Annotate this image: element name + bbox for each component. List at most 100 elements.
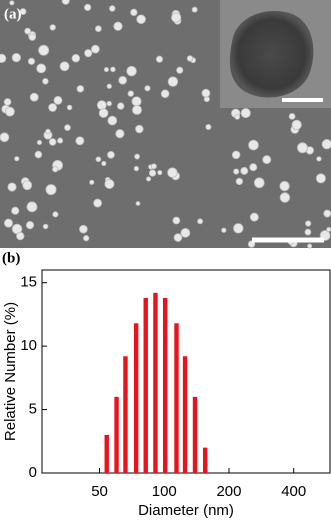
panel-label: (b) bbox=[2, 250, 20, 266]
particle bbox=[262, 155, 272, 165]
particle bbox=[91, 44, 100, 54]
particle bbox=[84, 3, 92, 12]
bar bbox=[162, 297, 168, 473]
particle bbox=[49, 24, 56, 31]
particle bbox=[155, 55, 164, 63]
particle bbox=[96, 100, 107, 111]
particle bbox=[104, 178, 115, 189]
particle bbox=[93, 198, 103, 208]
bar bbox=[182, 356, 188, 473]
x-tick-label: 50 bbox=[91, 483, 108, 500]
particle bbox=[94, 25, 102, 33]
particle bbox=[19, 8, 27, 16]
particle bbox=[106, 83, 112, 89]
particle bbox=[42, 78, 49, 85]
particle bbox=[45, 128, 51, 135]
particle bbox=[234, 113, 241, 120]
particle bbox=[279, 180, 290, 192]
particle bbox=[29, 92, 39, 102]
particle bbox=[321, 139, 331, 150]
particle bbox=[3, 218, 13, 228]
particle bbox=[326, 226, 331, 232]
particle bbox=[7, 182, 17, 192]
particle bbox=[221, 227, 227, 233]
particle bbox=[27, 57, 36, 65]
particle bbox=[133, 165, 140, 172]
particle bbox=[160, 89, 170, 99]
particle bbox=[48, 103, 58, 112]
particle bbox=[115, 129, 125, 139]
particle bbox=[25, 220, 35, 230]
sem-image: (a) bbox=[0, 0, 331, 249]
particle bbox=[38, 44, 50, 56]
particle bbox=[11, 53, 21, 63]
particle bbox=[36, 139, 43, 146]
particle bbox=[249, 212, 259, 222]
particle bbox=[42, 223, 49, 230]
bar bbox=[174, 323, 179, 473]
particle bbox=[5, 106, 15, 117]
x-tick-label: 200 bbox=[216, 483, 241, 500]
particle bbox=[315, 173, 326, 184]
particle bbox=[34, 150, 43, 159]
particle bbox=[144, 85, 151, 92]
bar bbox=[192, 396, 198, 473]
particle bbox=[131, 96, 142, 107]
particle bbox=[95, 156, 102, 163]
x-tick-label: 100 bbox=[152, 483, 177, 500]
particle bbox=[110, 66, 116, 73]
particle bbox=[173, 233, 183, 242]
bar bbox=[143, 297, 148, 473]
particle bbox=[249, 163, 258, 172]
particle bbox=[240, 166, 249, 175]
particle bbox=[205, 123, 212, 131]
particle bbox=[135, 124, 144, 134]
particle bbox=[132, 104, 142, 115]
particle bbox=[157, 169, 163, 176]
particle bbox=[11, 206, 20, 215]
particle bbox=[176, 66, 184, 74]
particle bbox=[79, 224, 88, 234]
particle bbox=[16, 231, 25, 241]
particle bbox=[0, 53, 7, 63]
particle bbox=[22, 180, 33, 191]
particle bbox=[136, 14, 146, 25]
particle bbox=[89, 179, 95, 185]
particle bbox=[297, 142, 308, 154]
particle bbox=[61, 0, 70, 5]
particle bbox=[135, 201, 141, 206]
particle bbox=[101, 160, 107, 167]
particle bbox=[48, 138, 57, 146]
particle bbox=[231, 150, 241, 160]
bar bbox=[133, 323, 139, 473]
particle bbox=[304, 228, 312, 236]
particle bbox=[201, 88, 211, 98]
particle bbox=[288, 113, 296, 120]
particle bbox=[113, 21, 123, 31]
particle bbox=[186, 55, 194, 62]
particle bbox=[0, 132, 10, 143]
particle bbox=[9, 0, 15, 6]
particle bbox=[45, 184, 57, 196]
particle bbox=[52, 211, 59, 218]
particle bbox=[107, 150, 115, 159]
bar bbox=[123, 356, 128, 473]
particle bbox=[130, 8, 138, 17]
particle bbox=[279, 192, 291, 203]
y-tick-label: 15 bbox=[20, 274, 37, 291]
y-axis-label: Relative Number (%) bbox=[2, 302, 19, 441]
y-tick-label: 10 bbox=[20, 337, 37, 354]
particle bbox=[24, 27, 31, 35]
particle bbox=[83, 235, 90, 242]
particle bbox=[76, 85, 85, 93]
particle bbox=[52, 166, 59, 173]
particle bbox=[167, 167, 178, 178]
particle bbox=[36, 63, 47, 74]
particle bbox=[26, 201, 38, 213]
bar bbox=[153, 292, 158, 473]
particle bbox=[316, 156, 322, 162]
particle bbox=[253, 177, 265, 189]
particle bbox=[103, 67, 109, 73]
